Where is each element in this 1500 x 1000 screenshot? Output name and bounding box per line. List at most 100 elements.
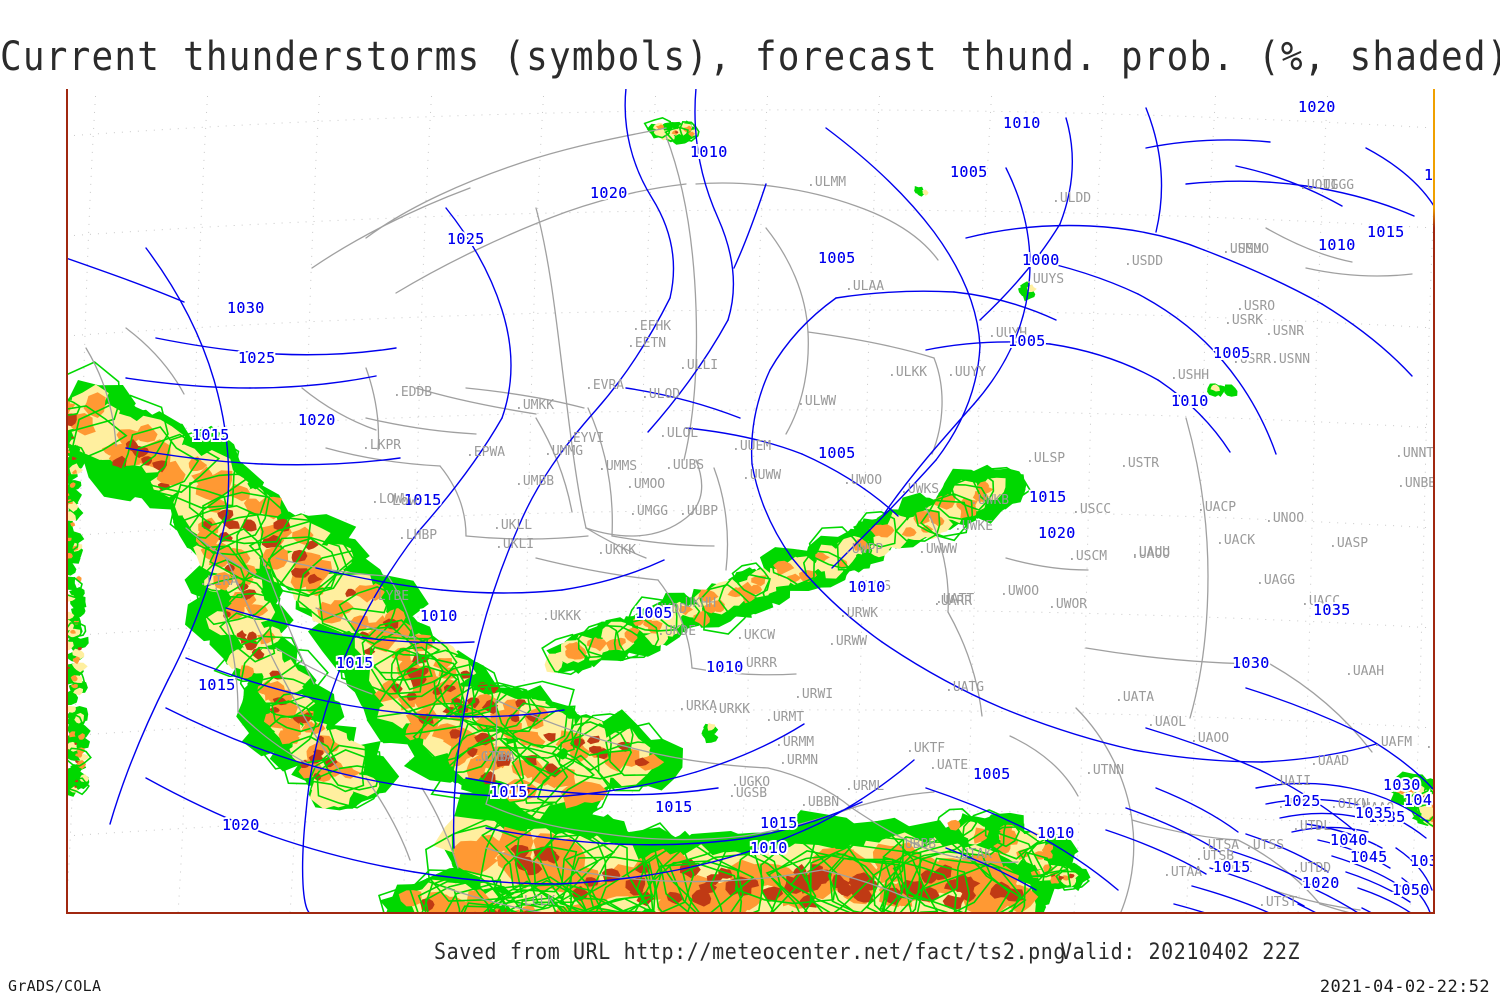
isobar-label: 1010 [848,578,886,596]
station-label: .UWOO [843,473,882,488]
isobar-label: 1020 [1298,98,1336,116]
station-label: .UNOO [1265,511,1304,526]
isobar-label: 1010 [750,839,788,857]
isobar-label: 1040 [1330,831,1368,849]
station-label: .UTTT [1277,797,1316,812]
probability-cell [291,567,310,578]
isobar-label-halo: 1010 [1037,824,1075,842]
probability-cell [398,890,422,907]
isobar-label-halo: 1035 [1313,601,1351,619]
isobar-label-halo: 1010 [690,143,728,161]
probability-cell [671,129,679,135]
probability-cell [515,699,527,708]
probability-cell [1058,875,1065,880]
isobar-label-halo: 1020 [1302,874,1340,892]
probability-cell [683,125,692,132]
isobar-label: 1010 [1318,236,1356,254]
station-label: .ULOL [659,426,698,441]
probability-cell [993,842,1011,855]
probability-cell [773,560,795,577]
station-label: .UTSB [1195,849,1234,864]
map-canvas[interactable]: .EFHK .EETN .ULMM .ULAA .ULLI .EVRA .ULOD .ULWW… [66,88,1434,914]
thunderstorm-probability-shading [66,116,1434,914]
map-frame-top [66,88,1435,89]
isobar-label: 1015 [490,783,528,801]
station-label: .ULSP [1026,451,1065,466]
station-label: .EDDB [393,385,432,400]
isobar-label-halo: 1015 [192,426,230,444]
isobar-label: 1010 [690,143,728,161]
station-label: .UTSK [1213,861,1252,876]
isobar-label: 1035 [1355,804,1393,822]
isobar-label: 1015 [192,426,230,444]
probability-cell [195,531,220,548]
isobar-label: 1005 [818,444,856,462]
isobar-label-halo: 1035 [1368,808,1406,826]
isobar-label: 1015 [1367,223,1405,241]
station-label: .UWSS [852,579,891,594]
producer-credit: GrADS/COLA [8,977,102,995]
isobar-label-halo: 1005 [635,604,673,622]
station-label: .LYBE [370,589,409,604]
probability-cell [68,636,89,652]
probability-cell [749,584,763,595]
station-label: .ULKK [888,365,927,380]
pressure-centers: Low [392,493,418,509]
isobar-label: 1035 [1368,808,1406,826]
station-label: .UARR [933,594,972,609]
station-label: .UACP [1197,500,1236,515]
station-label: .USCM [1068,549,1107,564]
isobar-label-halo: 1030 [1383,776,1421,794]
station-label: .UMMS [598,459,637,474]
station-label: .EETN [627,336,666,351]
station-label: .UUWW [742,468,781,483]
station-label: .UNNT [1395,446,1434,461]
station-label: .UMOO [626,477,665,492]
isobar-label: 1045 [1350,848,1388,866]
station-label: .USMU [1222,242,1261,257]
map-frame-right [1433,88,1435,914]
probability-cell [69,463,84,475]
isobar-label: 1035 [1313,601,1351,619]
probability-cell [634,757,650,767]
probability-cell [307,573,323,584]
station-label: .URKA [678,699,717,714]
station-label: .UWKE [954,519,993,534]
station-label: .USRR [1232,352,1271,367]
probability-cell [152,460,168,473]
station-label: .ULDD [1052,191,1091,206]
page-title: Current thunderstorms (symbols), forecas… [0,34,1500,80]
isobar-label: 1030 [1410,852,1434,870]
station-label: .UWOR [1048,597,1087,612]
isobar-label: 1030 [1383,776,1421,794]
station-label: .UBBN [800,795,839,810]
isobar-label-halo: 1020 [298,411,336,429]
isobar-label-halo: 102 [1424,166,1434,184]
station-label: .UAAD [1310,754,1349,769]
source-url-caption: Saved from URL http://meteocenter.net/fa… [433,938,1067,965]
probability-cell [71,436,75,439]
station-label: .UWKS [900,482,939,497]
station-label: .EVRA [585,378,624,393]
probability-cell [1224,384,1238,397]
station-label: .URRR [738,656,777,671]
station-label: .UTSS [1245,838,1284,853]
probability-cell [588,638,607,652]
probability-cell [703,602,719,614]
probability-cell [466,747,478,758]
station-label: .UTDD [1292,861,1331,876]
probability-cell [77,647,83,651]
probability-cell [666,891,684,905]
isobar-label-halo: 1030 [1232,654,1270,672]
probability-cell [278,729,300,745]
station-label: .UAAH [1345,664,1384,679]
probability-cell [496,754,511,768]
probability-cell [72,656,80,665]
station-label: .UKTF [906,741,945,756]
station-labels: .EFHK .EETN .ULMM .ULAA .ULLI .EVRA .ULOD .ULWW… [199,175,1434,910]
isobar-label: 1000 [1022,251,1060,269]
station-label: .UWKB [970,493,1009,508]
probability-cell [674,131,679,134]
station-label: .UGKO [731,775,770,790]
